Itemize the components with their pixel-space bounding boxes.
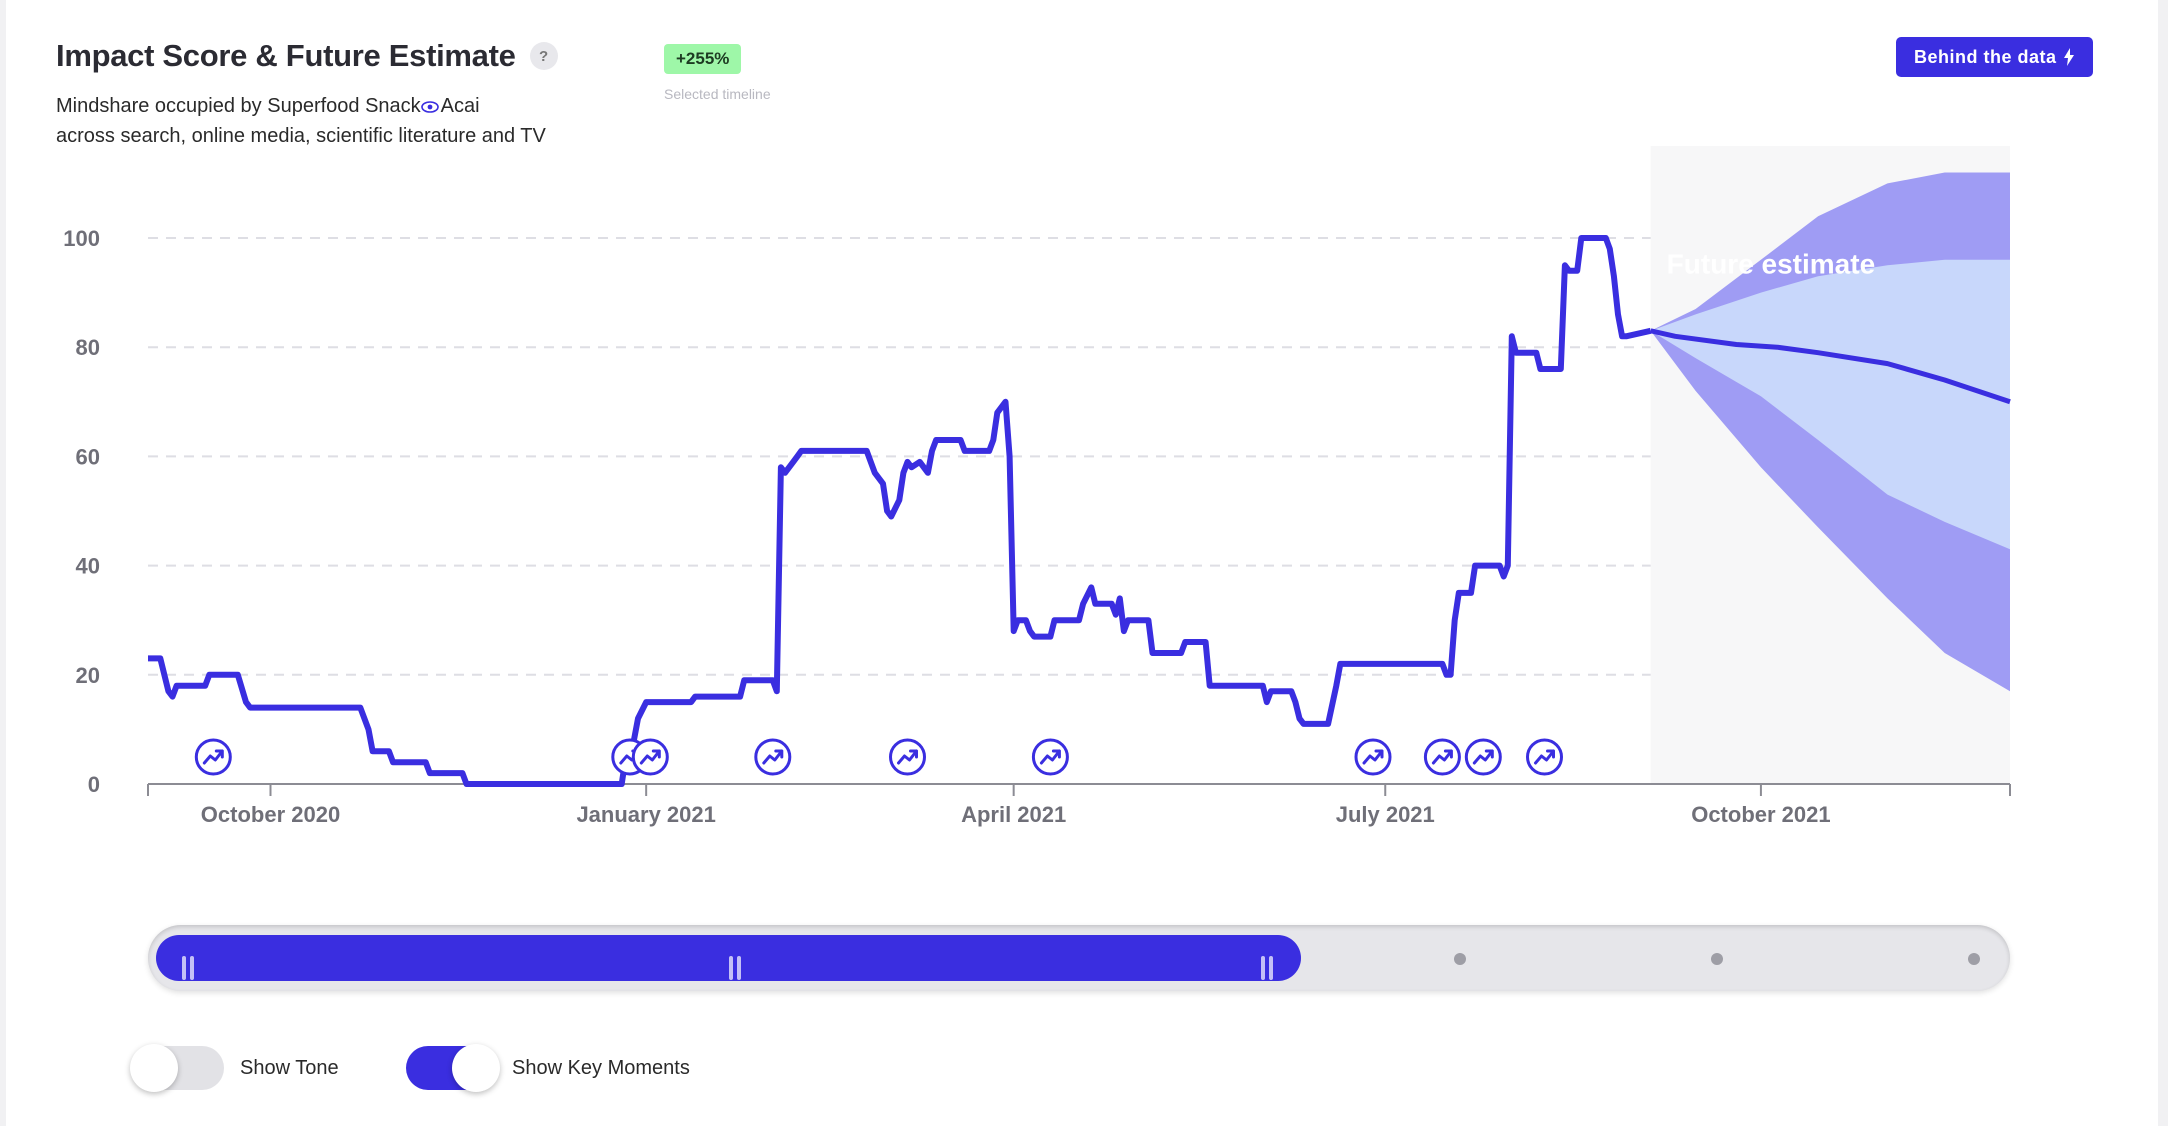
impact-score-line <box>148 235 1652 787</box>
subtitle: Mindshare occupied by Superfood Snack Aca… <box>56 92 546 151</box>
key-moment-icon[interactable] <box>1464 738 1502 776</box>
timeline-selection[interactable] <box>156 935 1301 981</box>
slider-handle-middle[interactable] <box>729 956 743 980</box>
x-tick-label: October 2021 <box>1691 802 1830 827</box>
forecast-inner-band <box>1650 259 2010 550</box>
key-moment-icon[interactable] <box>194 738 232 776</box>
eye-icon[interactable] <box>420 93 441 122</box>
x-axis-labels: October 2020 January 2021 April 2021 July 2… <box>201 802 1831 827</box>
x-tick-label: January 2021 <box>576 802 715 827</box>
badge-caption: Selected timeline <box>664 86 771 102</box>
x-tick-label: April 2021 <box>961 802 1066 827</box>
y-tick-label: 0 <box>88 772 100 797</box>
y-axis: 0 20 40 60 80 100 <box>63 226 100 797</box>
x-tick-label: October 2020 <box>201 802 340 827</box>
timeline-slider[interactable] <box>148 925 2010 991</box>
bolt-icon <box>2063 48 2075 66</box>
key-moment-icon[interactable] <box>631 738 669 776</box>
show-tone-label: Show Tone <box>240 1056 339 1079</box>
future-estimate-label: Future estimate <box>1667 248 1876 279</box>
show-tone-toggle-group: Show Tone <box>130 1044 339 1092</box>
y-tick-label: 80 <box>76 335 100 360</box>
change-badge: +255% <box>664 44 742 74</box>
subtitle-topic: Acai <box>440 95 480 117</box>
y-tick-label: 100 <box>63 226 100 251</box>
page-title: Impact Score & Future Estimate <box>56 38 516 73</box>
x-tick-label: July 2021 <box>1336 802 1435 827</box>
slider-stop-dot[interactable] <box>1968 953 1980 965</box>
show-key-moments-label: Show Key Moments <box>512 1056 690 1079</box>
key-moment-icon[interactable] <box>1526 738 1563 776</box>
slider-stop-dot[interactable] <box>1454 953 1466 965</box>
x-axis <box>147 783 2011 796</box>
y-tick-label: 20 <box>76 663 100 688</box>
subtitle-line-2: across search, online media, scientific … <box>56 125 546 147</box>
toggle-knob <box>130 1044 178 1092</box>
slider-handle-start[interactable] <box>182 956 196 980</box>
toggle-knob <box>452 1044 500 1092</box>
impact-chart: Future estimate 0 20 40 60 80 100 October 202… <box>63 172 2011 827</box>
key-moment-icon[interactable] <box>1423 738 1461 776</box>
key-moment-icon[interactable] <box>1031 738 1069 776</box>
title-row: Impact Score & Future Estimate ? <box>56 38 558 74</box>
slider-handle-end[interactable] <box>1261 956 1275 980</box>
key-moments <box>194 738 1563 776</box>
forecast-line <box>1650 328 2011 405</box>
show-tone-toggle[interactable] <box>130 1044 224 1092</box>
behind-the-data-button[interactable]: Behind the data <box>1896 37 2093 77</box>
behind-the-data-label: Behind the data <box>1914 46 2057 67</box>
subtitle-line-1: Mindshare occupied by Superfood Snack Aca… <box>56 92 546 122</box>
show-key-moments-toggle[interactable] <box>406 1044 500 1092</box>
y-tick-label: 40 <box>76 554 100 579</box>
help-icon[interactable]: ? <box>529 42 558 70</box>
y-tick-label: 60 <box>76 444 100 469</box>
slider-stop-dot[interactable] <box>1711 953 1723 965</box>
change-badge-group: +255% Selected timeline <box>664 44 771 102</box>
show-key-moments-toggle-group: Show Key Moments <box>406 1044 690 1092</box>
key-moment-icon[interactable] <box>889 738 926 776</box>
key-moment-icon[interactable] <box>754 738 792 776</box>
key-moment-icon[interactable] <box>1354 738 1392 776</box>
subtitle-prefix: Mindshare occupied by Superfood Snack <box>56 95 421 117</box>
